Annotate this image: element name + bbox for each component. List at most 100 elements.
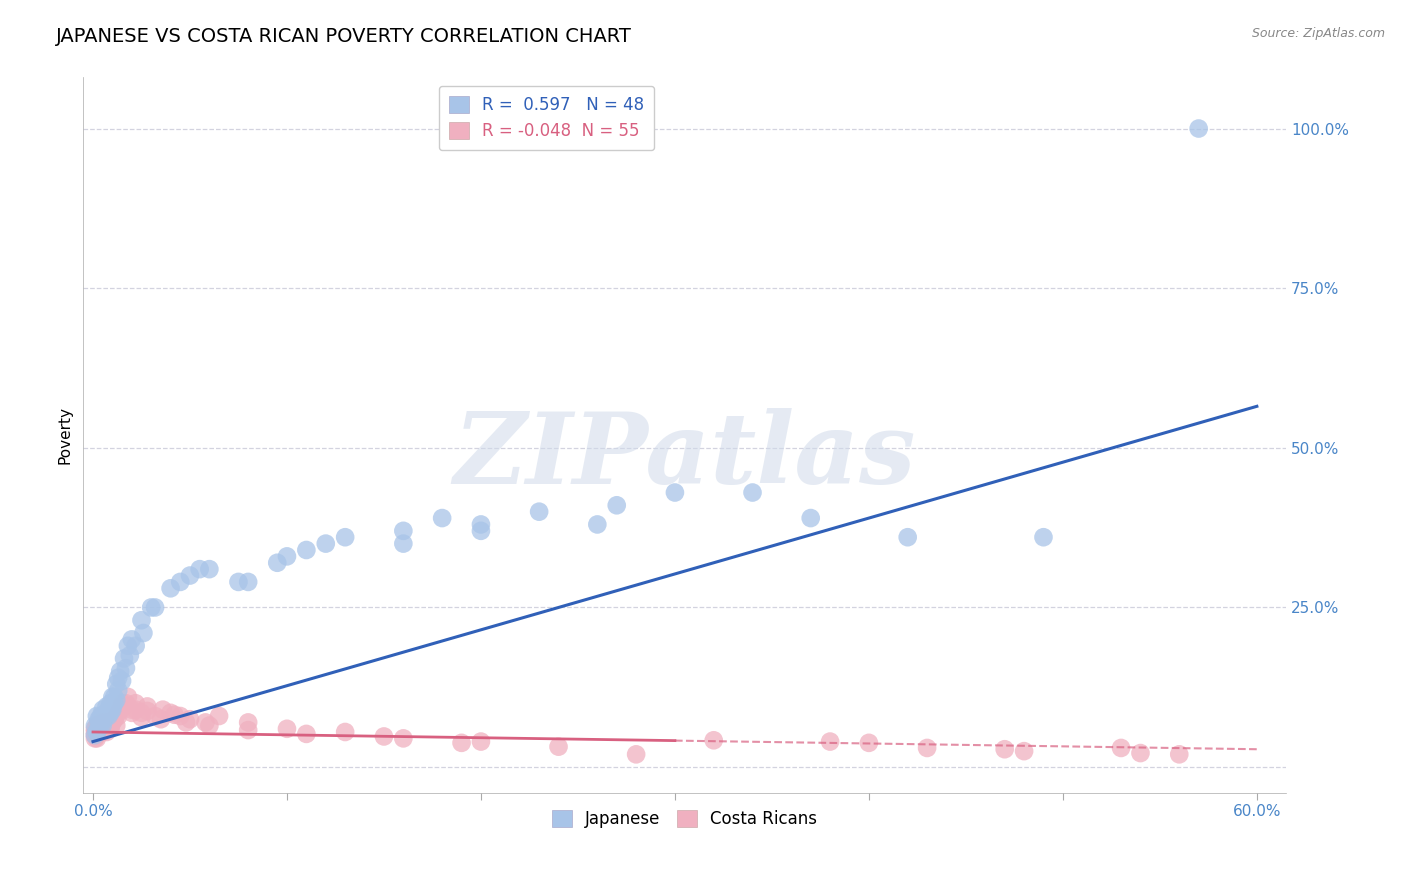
Y-axis label: Poverty: Poverty <box>58 406 72 464</box>
Text: ZIPatlas: ZIPatlas <box>454 409 915 505</box>
Point <box>96 725 118 739</box>
Point <box>547 739 569 754</box>
Point <box>208 709 231 723</box>
Point <box>994 742 1017 756</box>
Point <box>101 703 124 717</box>
Point <box>143 600 166 615</box>
Point <box>818 734 841 748</box>
Point <box>97 703 120 717</box>
Point <box>315 536 337 550</box>
Point <box>86 725 108 739</box>
Point <box>93 712 115 726</box>
Point <box>149 712 172 726</box>
Point <box>266 556 288 570</box>
Point <box>87 722 110 736</box>
Point <box>915 741 938 756</box>
Point <box>93 715 115 730</box>
Point <box>84 718 107 732</box>
Point <box>87 725 110 739</box>
Point <box>664 485 686 500</box>
Point <box>333 725 356 739</box>
Point <box>101 715 124 730</box>
Point <box>392 731 415 746</box>
Point <box>101 699 124 714</box>
Point <box>107 683 129 698</box>
Point <box>295 543 318 558</box>
Point <box>228 574 250 589</box>
Point <box>179 568 201 582</box>
Point <box>198 562 221 576</box>
Point <box>96 718 118 732</box>
Point <box>97 722 120 736</box>
Point <box>103 696 125 710</box>
Point <box>86 725 108 739</box>
Point <box>174 715 197 730</box>
Point <box>100 706 122 720</box>
Text: Source: ZipAtlas.com: Source: ZipAtlas.com <box>1251 27 1385 40</box>
Point <box>373 730 395 744</box>
Point <box>295 727 318 741</box>
Point <box>108 703 131 717</box>
Point <box>91 712 114 726</box>
Point <box>87 718 110 732</box>
Point <box>87 722 110 736</box>
Point <box>87 712 110 726</box>
Point <box>107 709 129 723</box>
Point <box>159 582 181 596</box>
Point <box>103 690 125 704</box>
Point <box>91 722 114 736</box>
Point <box>117 690 139 704</box>
Point <box>124 696 146 710</box>
Point <box>1012 744 1035 758</box>
Point <box>470 734 492 748</box>
Point <box>86 709 108 723</box>
Point <box>84 722 107 736</box>
Point <box>111 673 134 688</box>
Point <box>118 648 141 663</box>
Legend: Japanese, Costa Ricans: Japanese, Costa Ricans <box>546 803 824 834</box>
Point <box>131 613 153 627</box>
Point <box>112 651 135 665</box>
Point <box>238 723 260 737</box>
Point <box>179 712 201 726</box>
Point <box>238 715 260 730</box>
Point <box>90 718 112 732</box>
Point <box>188 562 211 576</box>
Point <box>136 699 159 714</box>
Point <box>121 703 143 717</box>
Point <box>121 632 143 647</box>
Point <box>392 536 415 550</box>
Point <box>91 703 114 717</box>
Point <box>111 699 134 714</box>
Point <box>91 718 114 732</box>
Point <box>606 498 628 512</box>
Point <box>131 710 153 724</box>
Point <box>84 725 107 739</box>
Point <box>100 696 122 710</box>
Point <box>84 728 107 742</box>
Point <box>141 600 163 615</box>
Point <box>111 696 134 710</box>
Point <box>93 723 115 737</box>
Point <box>800 511 823 525</box>
Point <box>86 718 108 732</box>
Point <box>96 718 118 732</box>
Point <box>86 728 108 742</box>
Point <box>97 715 120 730</box>
Point <box>124 639 146 653</box>
Point <box>107 671 129 685</box>
Point <box>105 677 128 691</box>
Point <box>198 718 221 732</box>
Point <box>163 707 186 722</box>
Point <box>101 714 124 728</box>
Point <box>101 690 124 704</box>
Point <box>90 718 112 732</box>
Point <box>624 747 647 762</box>
Point <box>96 706 118 720</box>
Point <box>107 706 129 720</box>
Point <box>238 574 260 589</box>
Point <box>169 709 191 723</box>
Point <box>117 639 139 653</box>
Point <box>276 722 298 736</box>
Point <box>124 703 146 717</box>
